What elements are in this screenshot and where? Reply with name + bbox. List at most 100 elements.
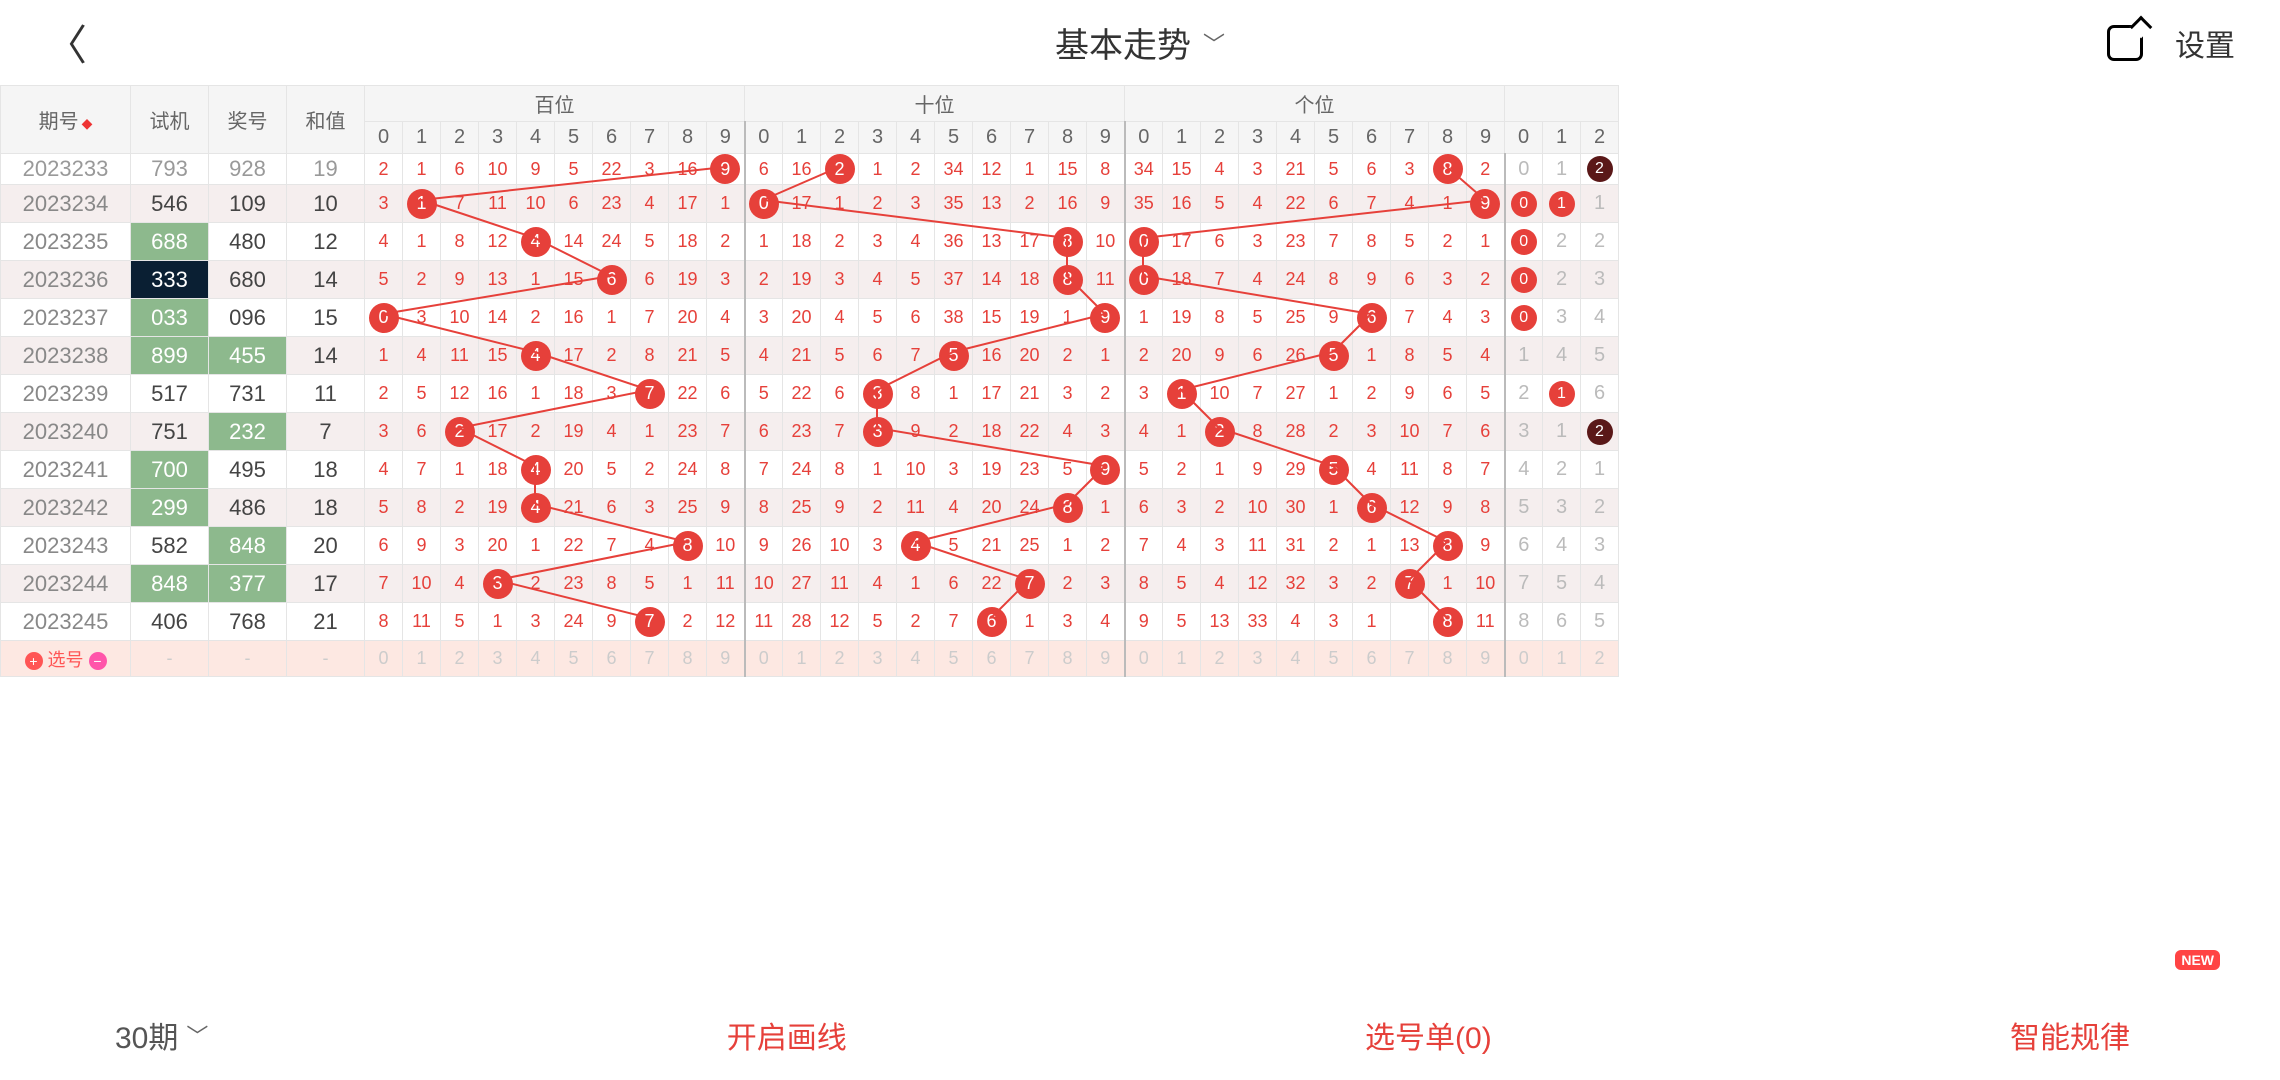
- cell-test: 848: [131, 565, 209, 603]
- sel-digit[interactable]: 3: [1239, 641, 1277, 677]
- miss-cell: 15: [555, 261, 593, 299]
- miss-cell: 3: [1239, 154, 1277, 185]
- sel-digit[interactable]: 5: [1315, 641, 1353, 677]
- miss-cell: 1: [1201, 451, 1239, 489]
- miss-cell: 4: [365, 451, 403, 489]
- miss-cell: 13: [973, 223, 1011, 261]
- miss-cell: 38: [935, 299, 973, 337]
- sel-digit[interactable]: 4: [1277, 641, 1315, 677]
- period-selector[interactable]: 30期﹀: [115, 1013, 208, 1057]
- sel-digit[interactable]: 7: [1391, 641, 1429, 677]
- col-group-1: 十位: [745, 86, 1125, 122]
- miss-cell: 7: [593, 527, 631, 565]
- sel-digit[interactable]: 2: [1201, 641, 1239, 677]
- miss-cell: 8: [1391, 337, 1429, 375]
- sel-digit[interactable]: 1: [1163, 641, 1201, 677]
- data-row: 2023240751232736217219412376237392182243…: [1, 413, 1619, 451]
- sel-digit[interactable]: 8: [1429, 641, 1467, 677]
- miss-cell: 22: [783, 375, 821, 413]
- sel-label: +选号−: [1, 641, 131, 677]
- miss-cell: 9: [1125, 603, 1163, 641]
- miss-cell: 6: [631, 261, 669, 299]
- sel-digit[interactable]: 2: [441, 641, 479, 677]
- page-title-dropdown[interactable]: 基本走势 ﹀: [1055, 18, 1225, 67]
- miss-cell: 5: [1163, 603, 1201, 641]
- sel-digit[interactable]: 7: [1011, 641, 1049, 677]
- miss-cell: 8: [593, 565, 631, 603]
- miss-cell: 13: [1201, 603, 1239, 641]
- miss-cell: 2: [441, 489, 479, 527]
- sel-digit[interactable]: 1: [403, 641, 441, 677]
- ball-cell: 4: [897, 527, 935, 565]
- sel-digit[interactable]: 8: [669, 641, 707, 677]
- miss-cell: 23: [783, 413, 821, 451]
- sel-digit[interactable]: 7: [631, 641, 669, 677]
- sel-digit[interactable]: 0: [365, 641, 403, 677]
- picklist-button[interactable]: 选号单(0): [1365, 1013, 1492, 1057]
- sel-digit[interactable]: 4: [517, 641, 555, 677]
- miss-cell: 2: [403, 261, 441, 299]
- sel-trail[interactable]: 2: [1581, 641, 1619, 677]
- sel-digit[interactable]: 5: [935, 641, 973, 677]
- miss-cell: 1: [403, 223, 441, 261]
- sel-digit[interactable]: 1: [783, 641, 821, 677]
- miss-cell: 3: [1087, 565, 1125, 603]
- sel-digit[interactable]: 9: [1087, 641, 1125, 677]
- sel-digit[interactable]: 3: [859, 641, 897, 677]
- miss-cell: 4: [593, 413, 631, 451]
- sel-digit[interactable]: 0: [1125, 641, 1163, 677]
- sel-digit[interactable]: 6: [593, 641, 631, 677]
- col-issue[interactable]: 期号◆: [1, 86, 131, 154]
- back-button[interactable]: 〈: [45, 12, 87, 73]
- cell-sum: 18: [287, 451, 365, 489]
- miss-cell: 11: [479, 185, 517, 223]
- miss-cell: 18: [555, 375, 593, 413]
- miss-cell: 2: [859, 185, 897, 223]
- cell-issue: 2023236: [1, 261, 131, 299]
- sel-digit[interactable]: 2: [821, 641, 859, 677]
- miss-cell: 6: [1391, 261, 1429, 299]
- sel-digit[interactable]: 9: [1467, 641, 1505, 677]
- share-icon[interactable]: [2107, 25, 2143, 61]
- trail-header: 1: [1543, 122, 1581, 154]
- trail-header: 2: [1581, 122, 1619, 154]
- trail-cell: 0: [1505, 154, 1543, 185]
- ball-cell: 7: [631, 603, 669, 641]
- trail-cell: 2: [1581, 489, 1619, 527]
- sel-digit[interactable]: 5: [555, 641, 593, 677]
- sel-digit[interactable]: 6: [1353, 641, 1391, 677]
- miss-cell: 20: [555, 451, 593, 489]
- miss-cell: 3: [1125, 375, 1163, 413]
- miss-cell: 9: [707, 489, 745, 527]
- sel-trail[interactable]: 0: [1505, 641, 1543, 677]
- miss-cell: 2: [821, 223, 859, 261]
- cell-sum: 18: [287, 489, 365, 527]
- cell-win: 848: [209, 527, 287, 565]
- col-trail: [1505, 86, 1619, 122]
- sel-digit[interactable]: 9: [707, 641, 745, 677]
- miss-cell: 24: [555, 603, 593, 641]
- sel-digit[interactable]: 4: [897, 641, 935, 677]
- sel-digit[interactable]: 6: [973, 641, 1011, 677]
- miss-cell: 13: [479, 261, 517, 299]
- settings-button[interactable]: 设置: [2175, 21, 2235, 65]
- miss-cell: 7: [441, 185, 479, 223]
- toggle-drawline[interactable]: 开启画线: [727, 1013, 847, 1057]
- miss-cell: 6: [1467, 413, 1505, 451]
- miss-cell: 5: [1467, 375, 1505, 413]
- sel-digit[interactable]: 0: [745, 641, 783, 677]
- smart-pattern-button[interactable]: 智能规律: [2010, 1013, 2130, 1057]
- miss-cell: 2: [1087, 527, 1125, 565]
- sel-digit[interactable]: 8: [1049, 641, 1087, 677]
- trail-cell: 5: [1505, 489, 1543, 527]
- sel-trail[interactable]: 1: [1543, 641, 1581, 677]
- miss-cell: 9: [1353, 261, 1391, 299]
- sel-digit[interactable]: 3: [479, 641, 517, 677]
- ball-cell: 3: [859, 413, 897, 451]
- trail-cell: 6: [1505, 527, 1543, 565]
- miss-cell: 23: [593, 185, 631, 223]
- miss-cell: 1: [859, 154, 897, 185]
- trail-cell: 2: [1581, 223, 1619, 261]
- digit-header: 3: [859, 122, 897, 154]
- miss-cell: 7: [1429, 413, 1467, 451]
